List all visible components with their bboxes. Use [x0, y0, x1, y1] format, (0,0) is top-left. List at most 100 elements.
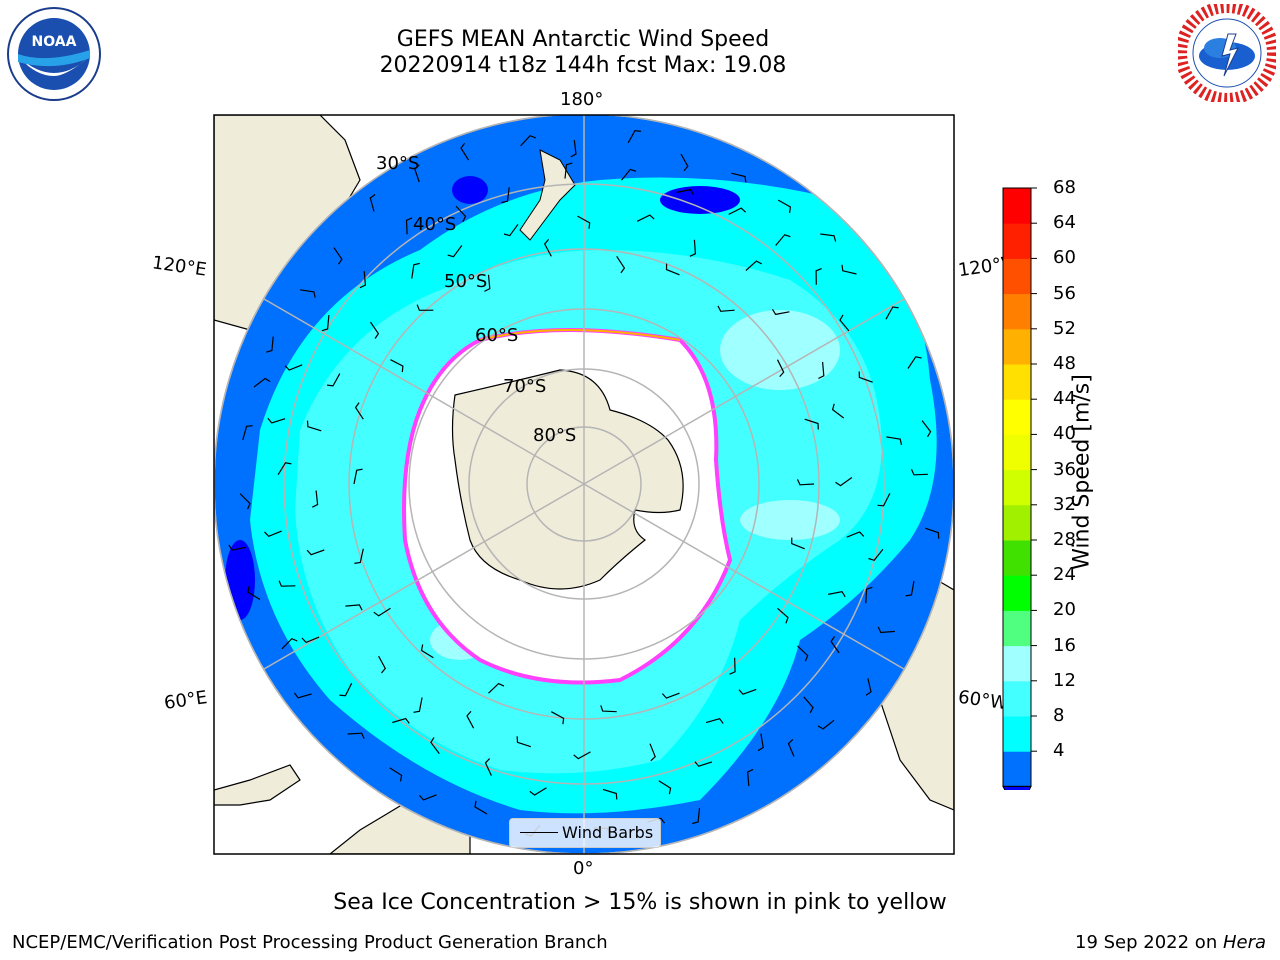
wind-barb — [529, 787, 547, 796]
wind-barb — [516, 736, 531, 748]
wind-barb — [705, 718, 724, 724]
wind-barb — [868, 548, 884, 561]
wind-barb — [658, 780, 672, 795]
footer-date-text: 19 Sep 2022 on — [1075, 932, 1223, 953]
wind-barb — [775, 234, 791, 246]
wind-barb — [277, 462, 292, 476]
legend-label: Wind Barbs — [562, 823, 654, 842]
wind-barb — [689, 239, 697, 257]
wind-barb — [841, 264, 857, 275]
colorbar-tick-label: 64 — [1053, 212, 1076, 234]
wind-barb — [692, 807, 701, 825]
wind-barb — [414, 164, 420, 183]
colorbar-tick-label: 56 — [1053, 282, 1076, 304]
wind-barb — [627, 129, 641, 144]
colorbar-segment — [1003, 328, 1031, 365]
wind-barb — [466, 710, 475, 729]
wind-barb — [910, 469, 928, 476]
colorbar-tick-label: 60 — [1053, 247, 1076, 269]
wind-barb — [284, 364, 303, 371]
colorbar-tick-label: 20 — [1053, 599, 1076, 621]
wind-barb — [300, 289, 316, 298]
colorbar-segment — [1003, 293, 1031, 330]
colorbar-tick-label: 8 — [1053, 705, 1065, 726]
wind-barb — [621, 168, 637, 181]
wind-barb — [796, 479, 815, 486]
colorbar — [1002, 187, 1037, 790]
colorbar-segment — [1003, 680, 1031, 717]
colorbar-segment — [1003, 645, 1031, 682]
nws-logo — [1178, 4, 1276, 102]
colorbar-segment — [1003, 469, 1031, 506]
noaa-logo-text: NOAA — [32, 34, 77, 50]
wind-barb — [359, 271, 367, 289]
wind-barb — [281, 637, 298, 650]
wind-barb — [817, 719, 835, 730]
colorbar-segment — [1003, 575, 1031, 611]
new-zealand-landmass — [519, 149, 576, 241]
wind-barb — [925, 527, 940, 539]
chart-title: GEFS MEAN Antarctic Wind Speed — [396, 27, 770, 52]
colorbar-tick-label: 4 — [1053, 740, 1065, 762]
wind-barb — [803, 696, 814, 714]
colorbar-segment — [1003, 716, 1031, 752]
wind-barb — [787, 738, 795, 757]
wind-barb — [242, 425, 253, 440]
colorbar-label: Wind Speed [m/s] — [1069, 374, 1095, 570]
footer-host: Hera — [1222, 932, 1266, 953]
lat-label-70s: 70°S — [503, 376, 547, 397]
wind-barb — [921, 420, 932, 438]
map-frame — [213, 114, 955, 855]
wind-barb — [301, 636, 320, 644]
wind-barb — [747, 768, 754, 787]
wind-barb — [333, 247, 343, 265]
wind-barb — [484, 274, 491, 292]
colorbar-tick-label: 24 — [1053, 564, 1076, 586]
wind-barb — [503, 223, 519, 237]
colorbar-tick-label: 36 — [1053, 458, 1076, 480]
wind-barb — [839, 314, 850, 332]
wind-barb — [885, 306, 899, 320]
wind-barb — [828, 591, 846, 598]
wind-barb — [907, 356, 922, 369]
wind-barb — [354, 548, 364, 564]
wind-barb — [694, 761, 713, 767]
wind-barb — [905, 580, 915, 597]
wind-barb — [447, 245, 463, 258]
wind-barb — [815, 268, 822, 285]
colorbar-segment — [1003, 188, 1031, 224]
antarctica-landmass — [451, 369, 684, 590]
wind-barb — [484, 758, 492, 776]
wind-barb — [266, 336, 274, 353]
lat-label-30s: 30°S — [376, 153, 420, 174]
colorbar-tick-label: 16 — [1053, 634, 1076, 656]
lat-label-80s: 80°S — [533, 425, 577, 446]
wind-barb — [865, 586, 873, 604]
colorbar-extension — [1002, 785, 1032, 790]
wind-barb — [791, 537, 805, 550]
graticule — [214, 115, 954, 854]
wind-barb — [661, 692, 680, 699]
colorbar-segment — [1003, 540, 1031, 576]
wind-barb — [520, 134, 536, 147]
wind-barb — [378, 655, 387, 674]
colorbar-tick-label: 48 — [1053, 353, 1076, 374]
wind-barb — [413, 697, 423, 713]
wind-barb — [820, 233, 837, 242]
wind-barb — [253, 377, 271, 388]
lon-label-180: 180° — [560, 89, 604, 110]
wind-barb — [306, 420, 322, 432]
wind-barb — [771, 308, 790, 316]
wind-barb-legend-line — [520, 832, 558, 833]
wind-barb — [411, 262, 420, 279]
wind-barb — [831, 403, 845, 419]
wind-barb — [416, 304, 434, 311]
colorbar-segment — [1003, 399, 1031, 435]
wind-barb — [239, 493, 251, 510]
wind-barb — [339, 682, 353, 697]
colorbar-segment — [1003, 751, 1031, 787]
wind-barb — [649, 743, 656, 762]
wind-barb — [390, 359, 404, 373]
wind-barb — [818, 361, 825, 380]
